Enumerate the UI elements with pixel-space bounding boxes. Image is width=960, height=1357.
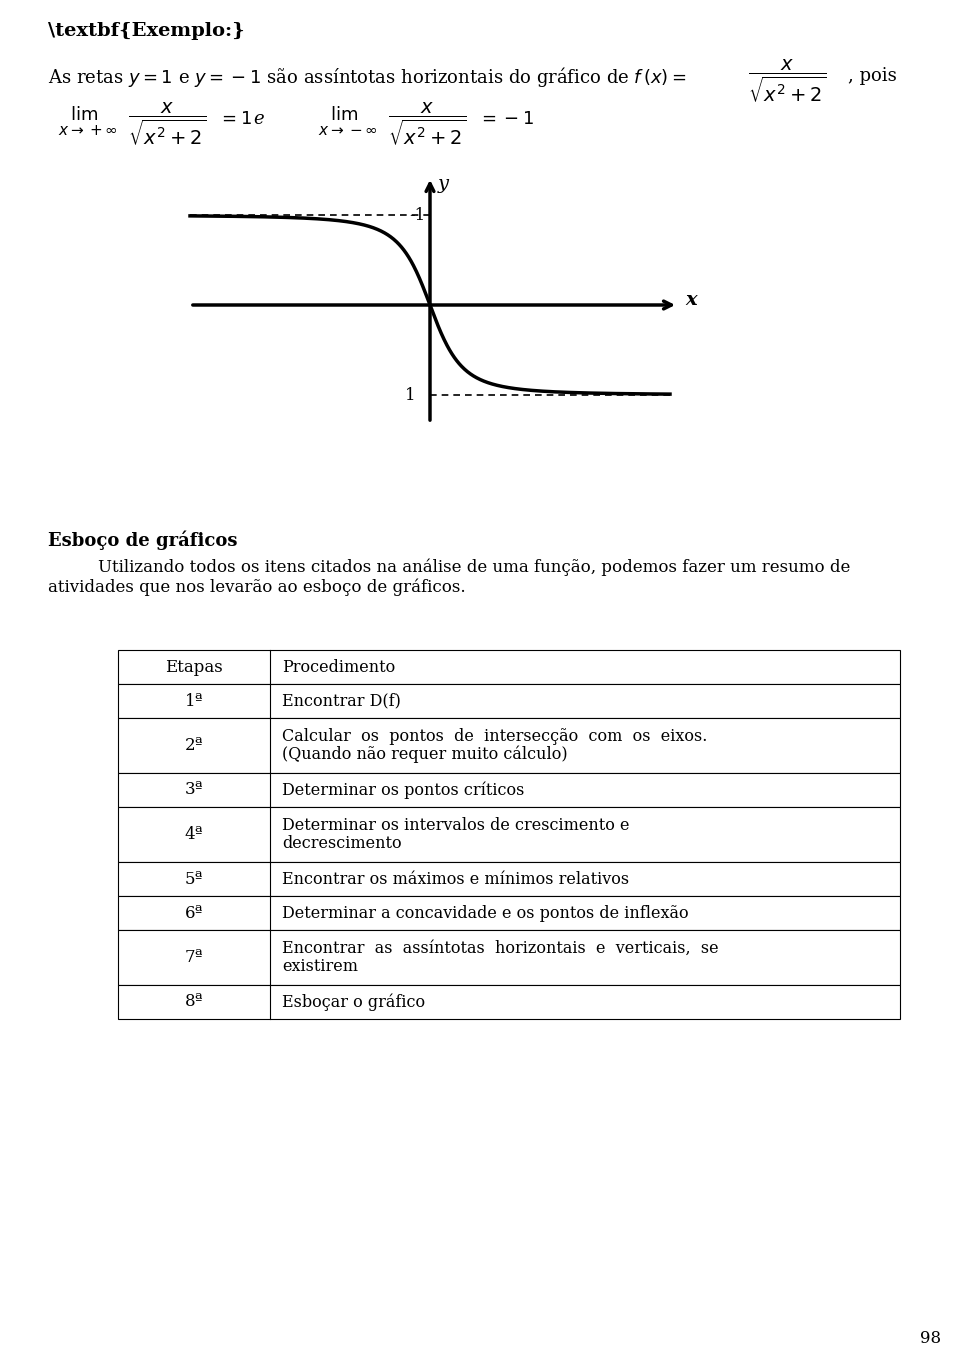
Text: Determinar a concavidade e os pontos de inflexão: Determinar a concavidade e os pontos de … [282,905,688,921]
Text: $\mathrm{lim}$: $\mathrm{lim}$ [330,106,358,123]
Bar [118,862,900,896]
Text: existirem: existirem [282,958,358,974]
Bar [118,684,900,718]
Text: Determinar os intervalos de crescimento e: Determinar os intervalos de crescimento … [282,817,630,835]
Text: 2ª: 2ª [184,737,204,754]
Text: $x \rightarrow +\infty$: $x \rightarrow +\infty$ [58,123,118,138]
Text: $\dfrac{x}{\sqrt{x^{2}+2}}$: $\dfrac{x}{\sqrt{x^{2}+2}}$ [128,100,206,147]
Bar [118,718,900,773]
Text: 1ª: 1ª [184,692,204,710]
Text: e: e [253,110,264,128]
Text: y: y [438,175,449,193]
Text: Utilizando todos os itens citados na análise de uma função, podemos fazer um res: Utilizando todos os itens citados na aná… [98,558,851,575]
Bar [118,896,900,930]
Text: decrescimento: decrescimento [282,835,401,852]
Text: $\dfrac{x}{\sqrt{x^{2}+2}}$: $\dfrac{x}{\sqrt{x^{2}+2}}$ [388,100,467,147]
Text: 7ª: 7ª [184,949,204,966]
Text: atividades que nos levarão ao esboço de gráficos.: atividades que nos levarão ao esboço de … [48,578,466,596]
Bar [118,650,900,684]
Text: 5ª: 5ª [185,870,204,887]
Bar [118,985,900,1019]
Text: $x \rightarrow -\infty$: $x \rightarrow -\infty$ [318,123,378,138]
Text: $\mathrm{lim}$: $\mathrm{lim}$ [70,106,98,123]
Text: As retas $y = 1$ e $y = - 1$ são assíntotas horizontais do gráfico de $f\,(x) =$: As retas $y = 1$ e $y = - 1$ são assínto… [48,65,686,90]
Text: Calcular  os  pontos  de  intersecção  com  os  eixos.: Calcular os pontos de intersecção com os… [282,727,708,745]
Text: x: x [685,290,697,309]
Text: 3ª: 3ª [184,782,204,798]
Text: Procedimento: Procedimento [282,658,396,676]
Text: 6ª: 6ª [185,905,204,921]
Text: Encontrar  as  assíntotas  horizontais  e  verticais,  se: Encontrar as assíntotas horizontais e ve… [282,940,719,957]
Text: 4ª: 4ª [184,826,204,843]
Text: Encontrar os máximos e mínimos relativos: Encontrar os máximos e mínimos relativos [282,870,629,887]
Text: Encontrar D(f): Encontrar D(f) [282,692,401,710]
Text: , pois: , pois [848,66,897,85]
Text: 98: 98 [920,1330,941,1348]
Text: Esboçar o gráfico: Esboçar o gráfico [282,993,425,1011]
Text: -1: -1 [410,206,426,224]
Bar [118,773,900,807]
Text: 1: 1 [405,387,416,403]
Text: $= -1$: $= -1$ [478,110,534,128]
Bar [118,930,900,985]
Text: \textbf{Exemplo:}: \textbf{Exemplo:} [48,22,245,39]
Text: Etapas: Etapas [165,658,223,676]
Text: $\dfrac{x}{\sqrt{x^{2}+2}}$: $\dfrac{x}{\sqrt{x^{2}+2}}$ [748,57,827,104]
Text: 8ª: 8ª [184,993,204,1011]
Text: Determinar os pontos críticos: Determinar os pontos críticos [282,782,524,799]
Text: Esboço de gráficos: Esboço de gráficos [48,531,237,550]
Text: (Quando não requer muito cálculo): (Quando não requer muito cálculo) [282,745,567,763]
Text: $= 1\;$: $= 1\;$ [218,110,252,128]
Bar [118,807,900,862]
